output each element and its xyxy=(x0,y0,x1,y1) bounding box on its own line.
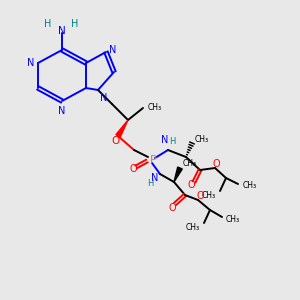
Text: CH₃: CH₃ xyxy=(202,191,216,200)
Text: O: O xyxy=(196,191,204,201)
Text: O: O xyxy=(168,203,176,213)
Text: CH₃: CH₃ xyxy=(243,182,257,190)
Text: H: H xyxy=(169,137,175,146)
Text: N: N xyxy=(58,26,66,36)
Text: N: N xyxy=(100,93,107,103)
Text: P: P xyxy=(150,155,156,165)
Text: O: O xyxy=(212,159,220,169)
Text: N: N xyxy=(109,45,116,55)
Text: H: H xyxy=(147,179,153,188)
Text: H: H xyxy=(44,19,52,29)
Text: O: O xyxy=(129,164,137,174)
Text: CH₃: CH₃ xyxy=(183,160,197,169)
Text: CH₃: CH₃ xyxy=(226,215,240,224)
Text: N: N xyxy=(151,173,158,183)
Text: O: O xyxy=(112,136,120,146)
Text: N: N xyxy=(58,106,66,116)
Text: O: O xyxy=(187,180,195,190)
Text: H: H xyxy=(71,19,79,29)
Text: CH₃: CH₃ xyxy=(148,103,162,112)
Polygon shape xyxy=(116,120,128,137)
Text: CH₃: CH₃ xyxy=(195,134,209,143)
Polygon shape xyxy=(174,167,182,182)
Text: N: N xyxy=(161,135,169,145)
Text: CH₃: CH₃ xyxy=(186,224,200,232)
Text: N: N xyxy=(27,58,34,68)
